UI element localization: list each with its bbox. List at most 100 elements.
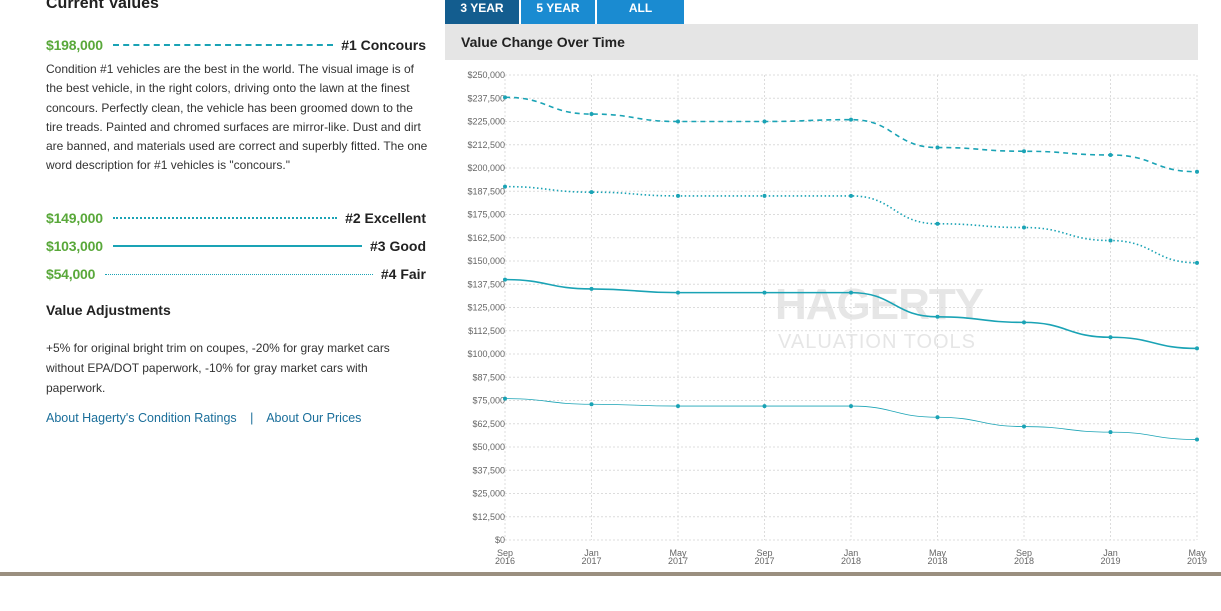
tab-5-year[interactable]: 5 YEAR xyxy=(521,0,595,24)
excellent-legend-line xyxy=(112,217,338,219)
data-point xyxy=(503,95,507,100)
data-point xyxy=(935,145,940,150)
x-tick-year: 2017 xyxy=(754,556,774,566)
x-tick-month: Jan xyxy=(1103,548,1118,558)
x-tick-year: 2019 xyxy=(1187,556,1207,566)
value-row-excellent: $149,000 #2 Excellent xyxy=(46,208,426,228)
y-tick-label: $12,500 xyxy=(472,512,505,522)
y-tick-label: $162,500 xyxy=(467,233,505,243)
data-point xyxy=(503,396,507,401)
x-tick-year: 2018 xyxy=(1014,556,1034,566)
fair-label: #4 Fair xyxy=(380,266,426,282)
y-tick-label: $237,500 xyxy=(467,93,505,103)
x-tick-month: Sep xyxy=(1016,548,1032,558)
data-point xyxy=(849,193,853,198)
x-tick-month: May xyxy=(1188,548,1206,558)
data-point xyxy=(1195,346,1199,351)
y-tick-label: $137,500 xyxy=(467,279,505,289)
data-point xyxy=(1195,437,1199,442)
concours-label: #1 Concours xyxy=(341,37,426,53)
y-tick-label: $212,500 xyxy=(467,140,505,150)
x-tick-month: May xyxy=(929,548,947,558)
data-point xyxy=(589,190,594,195)
concours-legend-line xyxy=(112,44,334,46)
our-prices-link[interactable]: About Our Prices xyxy=(266,411,362,425)
data-point xyxy=(762,193,767,198)
data-point xyxy=(1108,335,1113,340)
x-tick-year: 2016 xyxy=(495,556,515,566)
concours-price: $198,000 xyxy=(46,37,103,53)
data-point xyxy=(849,117,853,122)
data-point xyxy=(849,404,853,409)
y-tick-label: $150,000 xyxy=(467,256,505,266)
value-adjustments-text: +5% for original bright trim on coupes, … xyxy=(46,341,390,395)
data-point xyxy=(762,119,767,124)
chart-header: Value Change Over Time xyxy=(445,24,1198,60)
x-tick-month: Sep xyxy=(756,548,772,558)
data-point xyxy=(1022,424,1026,429)
x-tick-month: May xyxy=(669,548,687,558)
value-adjustments-heading: Value Adjustments xyxy=(46,302,171,318)
y-axis-labels: $0 $12,500 $25,000 $37,500 $50,000 $62,500 $75… xyxy=(467,70,505,545)
x-tick-month: Jan xyxy=(844,548,859,558)
data-point xyxy=(1108,152,1113,157)
data-point xyxy=(503,277,507,282)
data-point xyxy=(676,404,680,409)
data-point xyxy=(935,314,940,319)
data-point xyxy=(503,184,507,189)
y-tick-label: $187,500 xyxy=(467,186,505,196)
x-tick-year: 2017 xyxy=(668,556,688,566)
good-legend-line xyxy=(112,245,362,247)
excellent-label: #2 Excellent xyxy=(345,210,426,226)
data-point xyxy=(1022,320,1026,325)
chart-title: Value Change Over Time xyxy=(461,34,625,50)
fair-price: $54,000 xyxy=(46,266,96,282)
value-row-good: $103,000 #3 Good xyxy=(46,236,426,256)
data-point xyxy=(1108,238,1113,243)
data-point xyxy=(935,415,940,420)
data-point xyxy=(676,290,680,295)
chart-series xyxy=(503,95,1199,442)
data-point xyxy=(1022,225,1026,230)
link-separator: | xyxy=(250,411,254,425)
data-point xyxy=(762,290,767,295)
data-point xyxy=(762,404,767,409)
y-tick-label: $125,000 xyxy=(467,303,505,313)
data-point xyxy=(676,193,680,198)
y-tick-label: $200,000 xyxy=(467,163,505,173)
y-tick-label: $250,000 xyxy=(467,70,505,80)
tab-all[interactable]: ALL xyxy=(597,0,684,24)
y-tick-label: $37,500 xyxy=(472,465,505,475)
value-row-concours: $198,000 #1 Concours xyxy=(46,35,426,55)
y-tick-label: $112,500 xyxy=(468,326,505,336)
y-tick-label: $87,500 xyxy=(472,372,505,382)
x-axis-labels: Sep2016Jan2017May2017Sep2017Jan2018May20… xyxy=(495,548,1207,566)
valuation-tools-watermark: VALUATION TOOLS xyxy=(778,331,977,353)
data-point xyxy=(676,119,680,124)
good-label: #3 Good xyxy=(369,238,426,254)
value-row-fair: $54,000 #4 Fair xyxy=(46,264,426,284)
data-point xyxy=(1108,430,1113,435)
fair-legend-line xyxy=(105,273,373,275)
y-tick-label: $175,000 xyxy=(467,210,505,220)
x-tick-month: Sep xyxy=(497,548,513,558)
series-line-3 xyxy=(504,278,1198,350)
data-point xyxy=(1022,149,1026,154)
data-point xyxy=(849,290,853,295)
tab-3-year[interactable]: 3 YEAR xyxy=(445,0,519,24)
time-range-tabs: 3 YEAR 5 YEAR ALL xyxy=(445,0,686,24)
y-tick-label: $0 xyxy=(495,535,505,545)
page-bottom-bar xyxy=(0,572,1221,576)
data-point xyxy=(935,221,940,226)
y-tick-label: $25,000 xyxy=(472,489,505,499)
series-line-1 xyxy=(504,96,1198,173)
y-tick-label: $100,000 xyxy=(467,349,505,359)
info-links: About Hagerty's Condition Ratings | Abou… xyxy=(46,411,361,425)
chart-grid xyxy=(504,74,1198,541)
x-tick-year: 2017 xyxy=(581,556,601,566)
data-point xyxy=(589,402,594,407)
condition-ratings-link[interactable]: About Hagerty's Condition Ratings xyxy=(46,411,237,425)
series-line-2 xyxy=(504,185,1198,264)
current-values-heading: Current Values xyxy=(46,0,159,12)
x-tick-year: 2019 xyxy=(1100,556,1120,566)
